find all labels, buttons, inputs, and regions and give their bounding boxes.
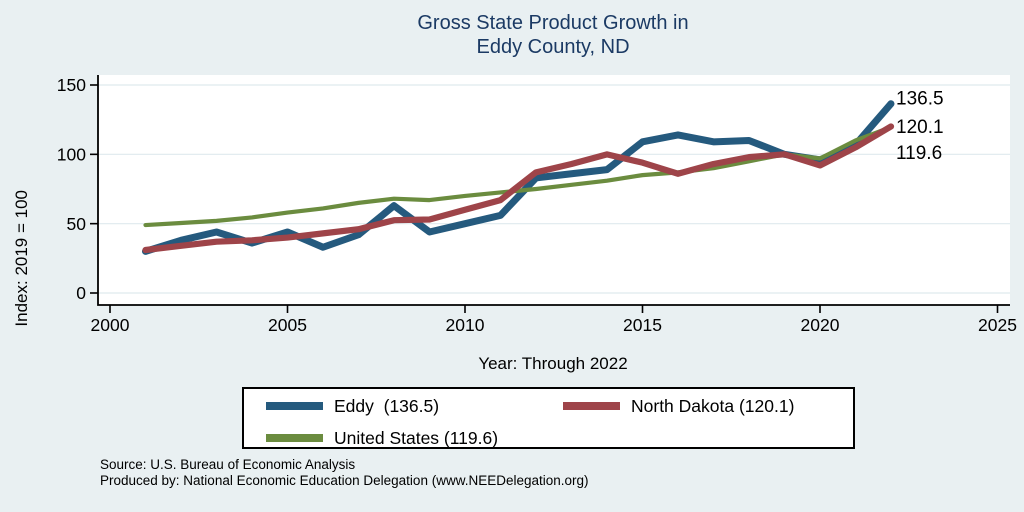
y-tick-label-100: 100 [57, 144, 86, 164]
chart-title-line1: Gross State Product Growth in [417, 12, 689, 34]
chart-title: Gross State Product Growth in Eddy Count… [98, 11, 1008, 59]
source-line: Source: U.S. Bureau of Economic Analysis [100, 457, 356, 472]
legend-item-united-states: United States (119.6) [266, 426, 498, 450]
legend-label-united-states: United States (119.6) [334, 427, 499, 448]
legend-label-north-dakota: North Dakota (120.1) [631, 395, 795, 416]
y-tick-label-50: 50 [67, 214, 87, 234]
x-tick-label-2010: 2010 [446, 315, 485, 335]
legend-label-eddy: Eddy (136.5) [334, 395, 440, 416]
north-dakota-line [142, 123, 895, 254]
x-tick-label-2005: 2005 [268, 315, 307, 335]
x-tick-label-2015: 2015 [623, 315, 662, 335]
end-label-united-states: 119.6 [896, 143, 942, 164]
x-tick-label-2000: 2000 [91, 315, 130, 335]
plot-area [98, 75, 1010, 305]
source-note: Source: U.S. Bureau of Economic Analysis… [100, 457, 589, 488]
x-axis-title: Year: Through 2022 [478, 354, 628, 373]
legend-item-eddy: Eddy (136.5) [266, 394, 439, 418]
chart-title-line2: Eddy County, ND [476, 36, 630, 58]
north-dakota-line-swatch [563, 402, 620, 410]
produced-by-line: Produced by: National Economic Education… [100, 472, 589, 488]
eddy-line-swatch [266, 402, 323, 410]
x-tick-label-2025: 2025 [978, 315, 1017, 335]
legend: Eddy (136.5) North Dakota (120.1) United… [242, 387, 855, 449]
end-label-north-dakota: 120.1 [896, 117, 944, 138]
y-tick-label-0: 0 [76, 283, 86, 303]
axis-lines [97, 75, 1010, 306]
legend-item-north-dakota: North Dakota (120.1) [563, 394, 794, 418]
end-label-eddy: 136.5 [896, 88, 944, 109]
y-tick-label-150: 150 [57, 75, 86, 95]
united-states-line-swatch [266, 434, 323, 442]
x-tick-label-2020: 2020 [801, 315, 840, 335]
